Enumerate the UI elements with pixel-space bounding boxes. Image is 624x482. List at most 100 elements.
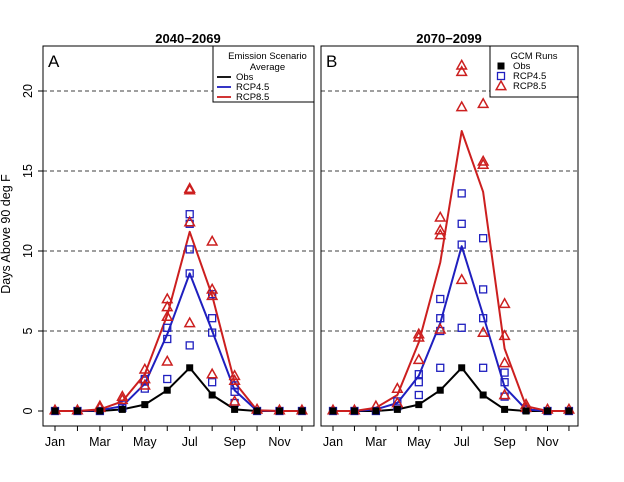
- panel-b-point-rcp45-13: [457, 240, 466, 249]
- panel-b-legend-label-rcp45: RCP4.5: [513, 71, 546, 82]
- panel-a-x-ticks: Jan Mar May Jul Sep Nov: [45, 426, 303, 449]
- panel-b-point-rcp85-20: [498, 388, 511, 400]
- panel-b-legend-label-obs: Obs: [513, 61, 531, 72]
- panel-b-x-tick-label-may: May: [407, 435, 431, 449]
- panel-b: 2070−2099 Jan Mar May Jul Sep Nov B GCM RunsO…: [320, 31, 579, 449]
- panel-b-x-tick-label-nov: Nov: [536, 435, 559, 449]
- panel-b-point-rcp45-17: [478, 314, 488, 323]
- panel-a-point-rcp85-6: [138, 378, 151, 390]
- panel-a-y-ticks: 0 5 10 15 20: [21, 84, 43, 414]
- panel-a-point-rcp85-18: [206, 289, 219, 301]
- panel-b-x-tick-label-sep: Sep: [493, 435, 515, 449]
- panel-a-point-rcp85-17: [206, 367, 219, 379]
- panel-a-point-rcp45-9: [163, 334, 172, 344]
- panel-a-point-obs-4: [141, 401, 149, 409]
- panel-b-point-rcp45-12: [457, 323, 466, 332]
- panel-a-x-tick-label-jan: Jan: [45, 435, 65, 449]
- panel-a-line-rcp45: [55, 272, 302, 412]
- panel-a-point-obs-8: [231, 405, 239, 413]
- panel-b-gridlines: [321, 90, 578, 332]
- panel-b-point-obs-4: [415, 401, 423, 409]
- panel-a-frame: [42, 45, 315, 427]
- panel-b-point-rcp45-18: [478, 285, 488, 294]
- panel-b-point-rcp85-21: [498, 356, 511, 368]
- panel-a-point-rcp45-17: [207, 328, 217, 337]
- panel-a-legend-label-rcp85: RCP8.5: [236, 92, 269, 103]
- panel-b-point-obs-11: [565, 407, 573, 415]
- panel-b-point-rcp45-6: [414, 378, 423, 387]
- panel-a-line-rcp85: [55, 230, 302, 412]
- panel-b-point-rcp45-10: [436, 314, 445, 323]
- panel-b-point-rcp85-18: [477, 154, 490, 166]
- panel-b-point-obs-10: [544, 407, 551, 415]
- panel-b-point-rcp85-7: [412, 327, 425, 339]
- panel-b-point-rcp85-23: [498, 297, 511, 309]
- panel-b-x-tick-label-mar: Mar: [365, 435, 387, 449]
- panel-a-point-rcp85-20: [206, 234, 219, 246]
- panel-a-point-rcp45-12: [185, 269, 194, 278]
- panel-b-title: 2070−2099: [416, 31, 481, 46]
- panel-b-point-obs-6: [458, 364, 466, 372]
- panel-b-point-rcp85-8: [434, 322, 447, 334]
- panel-a-point-obs-7: [208, 391, 216, 399]
- panel-b-lines: [333, 130, 569, 412]
- panel-a-legend-box: [212, 45, 315, 103]
- panel-a-point-rcp85-4: [116, 393, 129, 405]
- panel-b-point-rcp85-17: [477, 158, 490, 169]
- panel-a-point-rcp85-5: [116, 390, 129, 401]
- panel-b-legend-key-rcp85: [494, 79, 508, 91]
- panel-b-point-rcp85-13: [455, 100, 468, 112]
- panel-b-point-rcp45-19: [478, 234, 488, 243]
- panel-a-point-rcp45-11: [185, 341, 194, 350]
- panel-a-point-obs-6: [186, 364, 194, 372]
- panel-b-point-rcp45-15: [457, 189, 466, 198]
- panel-a-point-obs-2: [96, 407, 104, 415]
- y-tick-label-20: 20: [21, 84, 35, 98]
- panel-b-legend-key-obs: [497, 62, 505, 70]
- panel-a-legend-label-rcp45: RCP4.5: [236, 82, 269, 93]
- panel-b-point-rcp45-22: [500, 368, 509, 377]
- panel-a-point-rcp85-8: [138, 362, 151, 374]
- panel-b-point-obs-5: [436, 386, 444, 394]
- panel-a-point-rcp85-19: [206, 282, 219, 294]
- panel-a-title: 2040−2069: [155, 31, 220, 46]
- y-tick-label-0: 0: [21, 407, 35, 414]
- panel-a-point-rcp85-12: [161, 292, 174, 304]
- panel-a-point-rcp45-10: [163, 323, 172, 332]
- panel-b-line-rcp85: [333, 130, 569, 412]
- panel-a-legend-title-0: Emission Scenario: [228, 51, 307, 62]
- panel-a-point-rcp85-15: [183, 183, 196, 195]
- panel-a-point-rcp45-8: [163, 374, 172, 384]
- panel-a-point-obs-3: [118, 405, 126, 413]
- panel-b-point-obs-8: [501, 405, 509, 413]
- panel-a-point-obs-1: [73, 407, 81, 415]
- panel-a-point-rcp45-22: [230, 381, 239, 390]
- panel-b-point-rcp85-16: [477, 326, 490, 337]
- y-tick-label-5: 5: [21, 327, 35, 334]
- panel-b-point-rcp85-15: [455, 58, 468, 70]
- panel-b-point-rcp85-12: [455, 273, 468, 285]
- panel-a-gridlines: [43, 90, 314, 332]
- panel-b-point-rcp45-5: [414, 390, 423, 400]
- y-tick-label-10: 10: [21, 244, 35, 258]
- panel-b-point-rcp45-16: [478, 363, 488, 372]
- panel-b-point-rcp85-6: [412, 330, 425, 342]
- panel-b-markers: [326, 58, 576, 416]
- panel-b-point-rcp85-14: [455, 65, 468, 77]
- panel-b-x-tick-label-jul: Jul: [454, 435, 470, 449]
- panel-b-point-rcp45-11: [436, 294, 445, 304]
- panel-a-point-rcp85-21: [228, 394, 241, 406]
- panel-b-line-obs: [333, 366, 569, 412]
- panel-a-x-tick-label-sep: Sep: [223, 435, 245, 449]
- panel-a-line-obs: [55, 366, 302, 412]
- panel-b-point-rcp45-7: [414, 370, 423, 379]
- panel-b-point-rcp45-14: [457, 219, 466, 228]
- panel-a-markers: [48, 182, 309, 416]
- panel-a-x-tick-label-jul: Jul: [182, 435, 198, 449]
- panel-b-point-rcp85-10: [434, 223, 447, 235]
- panel-b-point-rcp45-8: [436, 363, 445, 372]
- panel-b-point-obs-0: [329, 407, 337, 415]
